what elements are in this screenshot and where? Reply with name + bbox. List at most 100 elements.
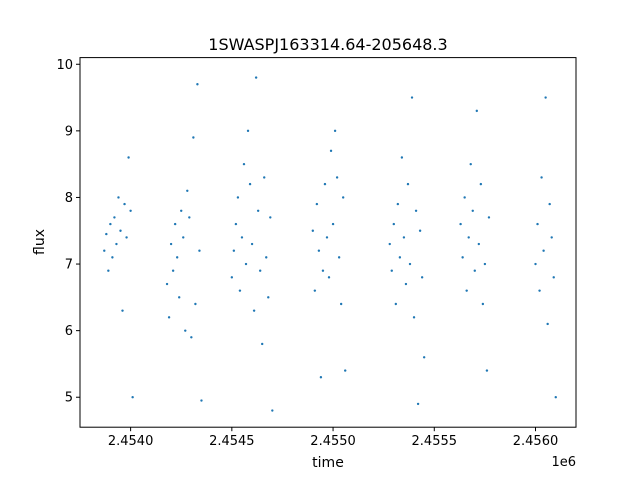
data-point	[418, 229, 422, 232]
data-point	[115, 242, 118, 246]
data-point	[131, 396, 134, 399]
chart-title: 1SWASPJ163314.64-205648.3	[208, 35, 447, 54]
data-point	[175, 256, 179, 259]
data-point	[475, 109, 478, 113]
y-axis: 5 6 7 8 9 10	[56, 58, 80, 406]
data-point	[327, 276, 331, 279]
data-point	[244, 262, 248, 266]
data-point	[180, 209, 183, 212]
data-point	[536, 222, 539, 226]
data-point	[252, 309, 256, 312]
data-point	[311, 229, 315, 232]
data-point	[388, 242, 391, 246]
data-point	[171, 269, 175, 272]
y-tick-label: 10	[56, 58, 73, 73]
data-point	[167, 316, 171, 319]
data-point	[261, 342, 264, 346]
data-point	[232, 249, 236, 252]
data-point	[333, 129, 337, 133]
data-point	[329, 149, 333, 153]
data-point	[459, 222, 462, 226]
data-point	[165, 282, 169, 286]
data-point	[198, 249, 201, 252]
data-point	[256, 209, 260, 212]
data-point	[538, 289, 541, 292]
x-axis: 2.4540 2.4545 2.4550 2.4555 2.4560	[108, 427, 558, 449]
data-point	[173, 222, 177, 226]
data-point	[265, 256, 268, 259]
data-point	[113, 216, 116, 219]
data-point	[540, 176, 543, 179]
data-point	[323, 182, 327, 186]
data-point	[190, 336, 193, 339]
data-point	[196, 83, 199, 86]
data-point	[194, 302, 197, 306]
data-point	[103, 249, 106, 252]
data-point	[534, 262, 537, 266]
data-point	[188, 216, 191, 219]
data-point	[548, 202, 551, 206]
data-point	[269, 216, 272, 219]
data-point	[121, 309, 124, 312]
data-point	[325, 236, 329, 239]
data-point	[315, 202, 319, 206]
data-point	[186, 189, 189, 192]
data-point	[408, 262, 412, 266]
data-point	[129, 209, 132, 212]
data-point	[238, 289, 242, 292]
data-point	[321, 269, 325, 272]
data-point	[200, 399, 203, 402]
data-point	[125, 236, 128, 239]
data-point	[465, 289, 468, 292]
data-point	[242, 162, 246, 166]
y-tick-label: 5	[65, 391, 73, 406]
data-point	[550, 236, 553, 239]
y-tick-label: 8	[65, 191, 73, 206]
data-point	[422, 356, 426, 359]
data-point	[394, 302, 398, 306]
x-tick-label: 2.4540	[108, 434, 154, 449]
data-point	[169, 242, 173, 246]
data-point	[341, 196, 345, 199]
data-point	[111, 256, 114, 259]
data-point	[258, 269, 262, 272]
data-point	[267, 296, 270, 299]
data-point	[406, 182, 410, 186]
y-tick-label: 9	[65, 124, 73, 139]
data-point	[404, 282, 408, 286]
data-point	[402, 236, 406, 239]
data-points	[103, 76, 557, 412]
data-point	[234, 222, 238, 226]
data-point	[412, 316, 416, 319]
data-point	[420, 276, 424, 279]
data-point	[263, 176, 266, 179]
data-point	[240, 236, 244, 239]
data-point	[313, 289, 317, 292]
data-point	[544, 96, 547, 99]
data-point	[398, 256, 402, 259]
plot-area	[79, 57, 577, 428]
data-point	[178, 296, 181, 299]
data-point	[109, 222, 112, 226]
x-tick-label: 2.4550	[310, 434, 356, 449]
data-point	[414, 209, 418, 212]
data-point	[477, 242, 481, 246]
y-axis-label: flux	[32, 229, 48, 255]
data-point	[392, 222, 395, 226]
data-point	[250, 242, 254, 246]
data-point	[485, 369, 489, 372]
data-point	[481, 302, 485, 306]
data-point	[335, 176, 339, 179]
data-point	[182, 236, 185, 239]
data-point	[339, 302, 343, 306]
data-point	[331, 222, 335, 226]
data-point	[319, 376, 323, 379]
data-point	[463, 196, 466, 199]
data-point	[107, 269, 110, 272]
data-point	[246, 129, 250, 133]
data-point	[546, 322, 549, 326]
data-point	[337, 256, 341, 259]
data-point	[344, 369, 347, 372]
data-point	[192, 136, 195, 139]
data-point	[396, 202, 400, 206]
